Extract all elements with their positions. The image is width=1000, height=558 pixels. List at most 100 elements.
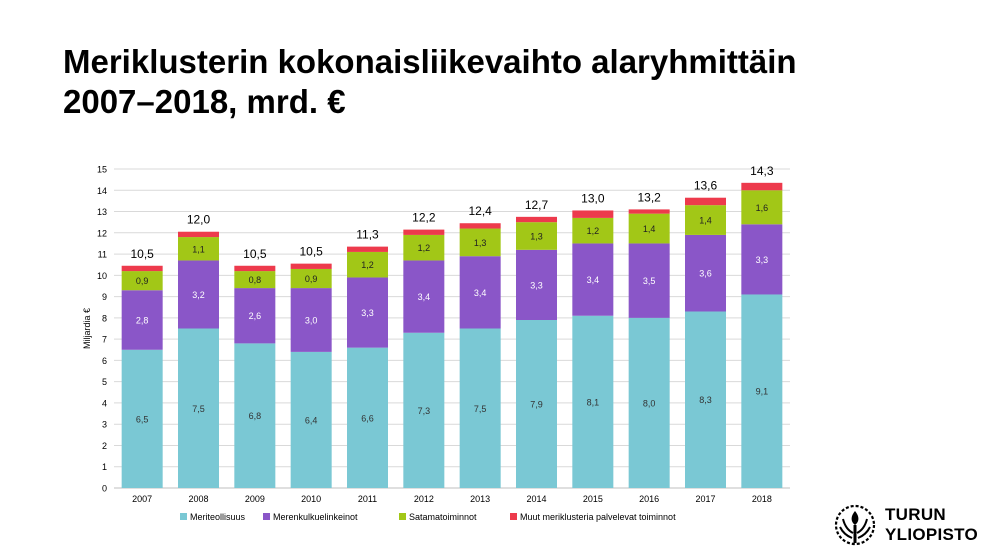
bar-segment [459,223,501,229]
data-label: 0,9 [305,274,318,284]
data-label: 3,2 [192,290,205,300]
y-tick-label: 12 [97,228,107,238]
data-label: 6,4 [305,415,318,425]
x-tick-label: 2007 [132,494,152,504]
bar-segment [685,197,726,206]
data-label: 7,5 [192,404,205,414]
data-label: 3,0 [305,315,318,325]
data-label: 1,3 [474,238,487,248]
data-label: 3,4 [418,292,431,302]
bar-segment [121,265,163,272]
data-label: 3,3 [756,255,769,265]
y-tick-label: 13 [97,207,107,217]
bar-segment [403,332,445,488]
total-label: 10,5 [299,245,323,259]
bar-segment [516,222,557,250]
y-axis-label: Miljardia € [82,308,92,349]
data-label: 3,3 [530,280,543,290]
bar-segment [403,234,445,261]
y-tick-label: 7 [102,335,107,345]
legend-swatch [510,513,517,520]
slide-title-line-2: 2007–2018, mrd. € [63,83,346,120]
legend-label: Merenkulkuelinkeinot [273,512,358,522]
y-tick-label: 3 [102,420,107,430]
y-tick-label: 11 [98,250,107,260]
data-label: 1,1 [192,244,205,254]
bar-segment [628,317,670,488]
total-label: 11,3 [356,228,379,242]
bar-segment [572,217,614,244]
legend-swatch [399,513,406,520]
data-label: 3,4 [587,275,600,285]
bar-segment [572,243,614,316]
bar-segment [403,229,445,235]
data-label: 8,1 [587,397,600,407]
total-label: 13,2 [637,190,661,204]
data-label: 6,6 [361,413,374,423]
bar-segment [685,205,726,235]
y-tick-label: 15 [97,165,107,175]
bar-segment [628,213,670,244]
logo-text-line-2: YLIOPISTO [885,525,979,544]
legend-label: Meriteollisuus [190,512,246,522]
total-label: 10,5 [243,247,267,261]
bar-segment [628,209,670,214]
x-tick-label: 2010 [301,494,321,504]
x-tick-label: 2018 [752,494,772,504]
data-label: 1,3 [530,231,543,241]
bar-segment [516,216,557,223]
y-tick-label: 9 [102,292,107,302]
data-label: 7,9 [530,399,543,409]
y-tick-label: 6 [102,356,107,366]
data-label: 1,2 [418,243,431,253]
legend-label: Muut meriklusteria palvelevat toiminnot [520,512,676,522]
bar-segment [516,319,557,488]
y-tick-label: 2 [102,441,107,451]
data-label: 1,2 [587,226,600,236]
data-label: 1,4 [643,224,656,234]
data-label: 3,4 [474,288,487,298]
university-logo: TURUN YLIOPISTO [833,503,993,551]
y-tick-label: 10 [97,271,107,281]
bar-segment [741,224,783,295]
bar-segment [121,271,163,291]
total-label: 13,6 [694,179,718,193]
bar-segment [347,246,388,252]
bar-segment [403,260,445,333]
total-label: 14,3 [750,164,774,178]
data-label: 7,5 [474,404,487,414]
data-label: 3,6 [699,269,712,279]
total-label: 12,7 [525,198,549,212]
bar-segment [121,290,163,350]
bar-segment [685,234,726,312]
logo-text-line-1: TURUN [885,505,946,524]
y-tick-label: 1 [102,462,107,472]
data-label: 0,9 [136,276,149,286]
bar-segment [516,249,557,320]
slide-title: Meriklusterin kokonaisliikevaihto alaryh… [63,42,943,122]
bar-segment [347,277,388,348]
bar-segment [290,288,332,352]
x-tick-label: 2011 [358,494,377,504]
bar-segment [459,228,501,257]
bar-segment [290,263,332,269]
data-label: 2,6 [249,311,262,321]
data-label: 8,3 [699,395,712,405]
total-label: 10,5 [130,247,154,261]
bar-segment [347,251,388,278]
bar-segment [459,328,501,488]
y-tick-label: 5 [102,377,107,387]
bar-segment [290,351,332,488]
bar-segment [741,190,783,225]
bar-segment [178,231,219,238]
bar-segment [685,311,726,488]
y-tick-label: 8 [102,313,107,323]
data-label: 2,8 [136,315,149,325]
data-label: 7,3 [418,406,431,416]
data-label: 3,5 [643,276,656,286]
bar-segment [121,349,163,488]
y-tick-label: 4 [102,398,107,408]
total-label: 12,2 [412,211,436,225]
torch-emblem-icon [834,504,876,546]
